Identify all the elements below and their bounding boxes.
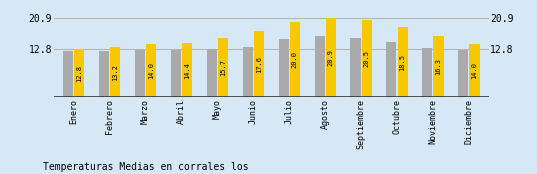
Bar [63, 51, 73, 97]
Bar [171, 50, 181, 97]
Bar [135, 50, 145, 97]
Bar [243, 47, 253, 97]
Text: 20.5: 20.5 [364, 50, 369, 67]
Text: 14.0: 14.0 [471, 62, 477, 79]
Bar [361, 20, 372, 97]
Bar [387, 42, 396, 97]
Text: 15.7: 15.7 [220, 59, 226, 76]
Bar [397, 27, 408, 97]
Bar [279, 39, 288, 97]
Bar [469, 44, 480, 97]
Bar [458, 50, 468, 97]
Bar [218, 38, 228, 97]
Text: 14.0: 14.0 [148, 62, 154, 79]
Text: 12.8: 12.8 [76, 65, 82, 82]
Text: 18.5: 18.5 [400, 54, 405, 71]
Text: 17.6: 17.6 [256, 56, 262, 73]
Bar [325, 18, 336, 97]
Bar [289, 22, 300, 97]
Bar [315, 36, 324, 97]
Bar [146, 44, 156, 97]
Bar [182, 43, 192, 97]
Text: 13.2: 13.2 [112, 64, 118, 81]
Bar [433, 36, 444, 97]
Bar [74, 49, 84, 97]
Bar [254, 31, 264, 97]
Bar [110, 48, 120, 97]
Text: 20.0: 20.0 [292, 51, 297, 68]
Bar [422, 48, 432, 97]
Bar [99, 51, 109, 97]
Text: 20.9: 20.9 [328, 49, 333, 66]
Text: 16.3: 16.3 [436, 58, 441, 75]
Text: 14.4: 14.4 [184, 62, 190, 79]
Text: Temperaturas Medias en corrales los: Temperaturas Medias en corrales los [43, 162, 249, 172]
Bar [351, 38, 360, 97]
Bar [207, 49, 217, 97]
